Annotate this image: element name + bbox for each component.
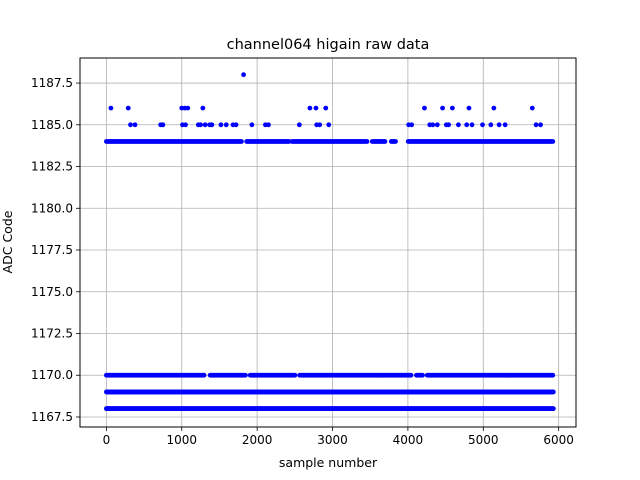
x-tick-label: 4000 xyxy=(393,433,424,447)
data-point-outlier xyxy=(266,122,271,128)
data-point-outlier xyxy=(128,122,133,128)
data-point xyxy=(408,372,414,378)
data-points xyxy=(103,72,556,412)
y-tick-label: 1172.5 xyxy=(31,326,73,340)
data-point-outlier xyxy=(185,105,191,111)
data-point-outlier xyxy=(466,105,472,111)
data-point-outlier xyxy=(209,122,215,128)
data-point-outlier xyxy=(218,122,224,128)
y-tick-label: 1187.5 xyxy=(31,76,73,90)
data-point-outlier xyxy=(125,105,131,111)
data-point xyxy=(420,372,425,378)
data-point-outlier xyxy=(323,105,329,111)
x-tick-label: 0 xyxy=(103,433,111,447)
data-point-outlier xyxy=(491,105,497,111)
data-point xyxy=(550,139,556,144)
y-tick-label: 1182.5 xyxy=(31,160,73,174)
y-axis-ticks: 1167.5 1170.0 1172.5 1175.0 1177.5 1180.0 1182… xyxy=(31,76,80,424)
y-tick-label: 1175.0 xyxy=(31,285,73,299)
data-point-outlier xyxy=(326,122,332,128)
data-point-outlier xyxy=(183,122,188,128)
data-point-outlier xyxy=(496,122,502,128)
data-point-outlier xyxy=(200,105,206,111)
data-point-outlier xyxy=(249,122,255,128)
data-point-outlier xyxy=(480,122,485,128)
x-tick-label: 3000 xyxy=(317,433,348,447)
x-tick-label: 1000 xyxy=(166,433,197,447)
data-point xyxy=(201,372,207,378)
data-point-outlier xyxy=(202,122,208,128)
data-point-outlier xyxy=(529,105,535,111)
data-point xyxy=(364,139,370,144)
data-point-outlier xyxy=(307,105,313,111)
x-tick-label: 2000 xyxy=(242,433,273,447)
data-point-outlier xyxy=(132,122,138,128)
x-axis-label: sample number xyxy=(279,455,378,470)
data-point-outlier xyxy=(422,105,427,111)
x-axis-ticks: 0 1000 2000 3000 4000 5000 6000 xyxy=(103,427,574,447)
y-tick-label: 1170.0 xyxy=(31,368,73,382)
x-tick-label: 5000 xyxy=(468,433,499,447)
data-point-outlier xyxy=(434,122,440,128)
data-point-outlier xyxy=(469,122,475,128)
data-point-outlier xyxy=(430,122,436,128)
data-point-outlier xyxy=(488,122,494,128)
data-point-outlier xyxy=(313,105,319,111)
data-point xyxy=(382,139,388,144)
data-point-outlier xyxy=(502,122,508,128)
data-point xyxy=(243,372,248,378)
data-point-outlier xyxy=(108,105,114,111)
data-point xyxy=(239,139,244,144)
x-tick-label: 6000 xyxy=(543,433,574,447)
data-point-outlier xyxy=(223,122,229,128)
data-point xyxy=(393,139,398,144)
data-point-outlier xyxy=(409,122,415,128)
data-point-outlier xyxy=(440,105,445,111)
data-point-outlier xyxy=(538,122,543,128)
y-tick-label: 1185.0 xyxy=(31,118,73,132)
y-tick-label: 1177.5 xyxy=(31,243,73,257)
chart-title: channel064 higain raw data xyxy=(227,37,430,53)
data-point xyxy=(550,406,556,412)
data-point-outlier xyxy=(449,105,455,111)
data-point-outlier xyxy=(317,122,323,128)
y-tick-label: 1180.0 xyxy=(31,201,73,215)
data-point-outlier xyxy=(233,122,239,128)
data-point xyxy=(550,389,556,395)
data-point-outlier xyxy=(464,122,470,128)
data-point-outlier xyxy=(198,122,204,128)
data-point xyxy=(292,372,298,378)
y-tick-label: 1167.5 xyxy=(31,410,73,424)
plot-area-frame xyxy=(79,57,577,428)
data-point xyxy=(550,372,556,378)
y-axis-label: ADC Code xyxy=(0,210,15,273)
data-point-outlier xyxy=(456,122,461,128)
data-point-outlier xyxy=(296,122,302,128)
data-point-outlier xyxy=(241,72,246,78)
data-point-outlier xyxy=(533,122,539,128)
data-point-outlier xyxy=(446,122,452,128)
data-point-outlier xyxy=(160,122,166,128)
